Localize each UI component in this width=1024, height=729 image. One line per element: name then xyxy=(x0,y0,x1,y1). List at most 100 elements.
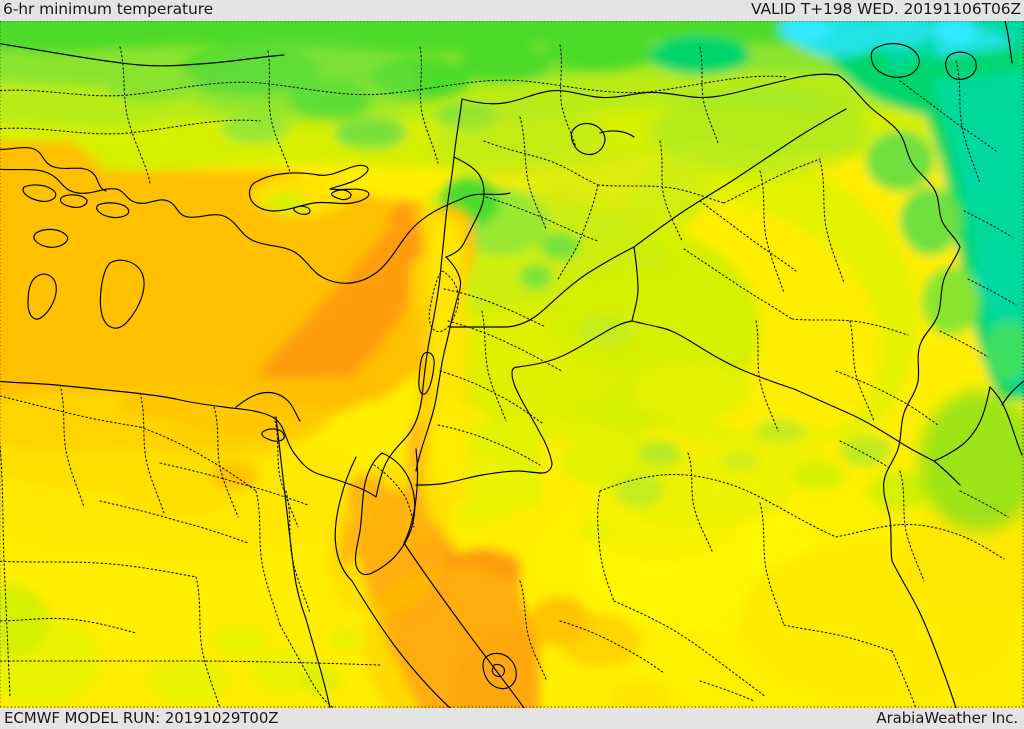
admin-turkey-1 xyxy=(0,81,393,97)
admin-iraq-5 xyxy=(791,318,909,336)
admin-iraq-6 xyxy=(755,320,779,432)
admin-iran-3 xyxy=(963,210,1013,238)
island-rhodes xyxy=(27,273,57,320)
admin-jordan-3 xyxy=(481,310,507,422)
admin-turkey-6 xyxy=(559,44,577,148)
coastline-levant xyxy=(375,98,463,498)
admin-syria-2 xyxy=(597,184,725,204)
lake-urmia xyxy=(945,51,977,80)
admin-jordan-5 xyxy=(437,424,541,466)
border-egypt-libya xyxy=(0,439,11,698)
admin-iraq-4 xyxy=(683,248,793,320)
admin-saudi-9 xyxy=(899,470,925,582)
admin-saudi-3 xyxy=(597,490,615,602)
map-outlines xyxy=(0,21,1024,708)
admin-egypt-1 xyxy=(0,395,141,428)
admin-egypt-7 xyxy=(159,462,309,506)
admin-saudi-7 xyxy=(891,650,917,708)
admin-saudi-8 xyxy=(687,452,713,552)
sinai-peninsula xyxy=(354,452,416,576)
admin-syria-3 xyxy=(519,116,547,230)
dead-sea xyxy=(418,351,435,395)
admin-saudi-11 xyxy=(519,580,547,680)
admin-egypt-8 xyxy=(99,500,249,544)
coastline-red-sea-west xyxy=(351,580,451,708)
admin-egypt-5 xyxy=(213,406,239,518)
admin-turkey-5 xyxy=(419,46,439,164)
admin-syria-6 xyxy=(659,140,683,242)
border-iraq-iran xyxy=(883,246,961,562)
admin-saudi-1 xyxy=(599,473,837,538)
border-turkey-syria xyxy=(461,73,839,105)
admin-saudi-6 xyxy=(783,624,893,652)
temperature-detail-layer xyxy=(180,41,1024,531)
admin-turkey-3 xyxy=(119,46,151,184)
island-aegean-1 xyxy=(22,184,57,202)
red-sea-east-bay-detail xyxy=(491,663,505,678)
admin-egypt-13 xyxy=(0,617,137,634)
admin-jordan-4 xyxy=(439,370,543,424)
admin-sinai xyxy=(373,464,415,528)
admin-egypt-nile-valley xyxy=(285,490,311,614)
admin-iran-4 xyxy=(967,278,1017,306)
admin-egypt-9 xyxy=(0,560,197,578)
island-karpathos xyxy=(99,259,145,329)
admin-saudi-10 xyxy=(559,620,665,674)
admin-egypt-3 xyxy=(59,384,85,508)
temperature-heatmap[interactable] xyxy=(0,21,1024,708)
coastline-black-sea xyxy=(0,43,285,67)
footer-bar: ECMWF MODEL RUN: 20191029T00Z ArabiaWeat… xyxy=(0,708,1024,729)
island-aegean-3 xyxy=(96,202,130,219)
map-viewport[interactable] xyxy=(0,21,1024,708)
admin-egypt-11 xyxy=(279,624,335,708)
island-aegean-2 xyxy=(59,194,88,208)
admin-iraq-2 xyxy=(759,170,785,294)
valid-time-label: VALID T+198 WED. 20191106T06Z xyxy=(751,0,1021,18)
border-saudi-iraq xyxy=(793,388,935,462)
shatt-al-arab xyxy=(933,460,961,486)
admin-saudi-4 xyxy=(613,600,767,698)
coastline-turkey-south xyxy=(0,168,511,284)
cyprus-detail-2 xyxy=(293,205,311,215)
admin-saudi-2 xyxy=(835,523,1005,560)
border-turkey-iraq-iran xyxy=(837,74,961,248)
admin-turkey-2 xyxy=(391,75,789,94)
border-kuwait xyxy=(933,386,991,462)
provider-credit-label: ArabiaWeather Inc. xyxy=(876,709,1018,727)
admin-saudi-5 xyxy=(759,502,785,626)
admin-iraq-1 xyxy=(699,200,797,272)
coastline-gulf-iran xyxy=(1001,380,1024,406)
admin-turkey-8 xyxy=(0,119,261,135)
border-egypt-sudan xyxy=(0,660,381,666)
admin-iran-5 xyxy=(939,330,989,358)
coastline-egypt-north xyxy=(0,380,377,498)
admin-egypt-10 xyxy=(255,490,281,626)
admin-syria-4 xyxy=(557,184,599,280)
admin-saudi-14 xyxy=(839,440,889,468)
cyprus-detail-1 xyxy=(330,189,352,201)
border-israel xyxy=(445,256,462,328)
admin-egypt-4 xyxy=(139,392,165,514)
admin-iraq-7 xyxy=(849,320,875,422)
border-iraq-iran-south xyxy=(891,560,957,708)
border-west-bank xyxy=(428,270,460,332)
red-sea-east-bay xyxy=(482,652,517,690)
border-jordan-saudi-1 xyxy=(631,320,795,390)
coastline-caspian xyxy=(1004,21,1013,64)
coastline-red-sea-east xyxy=(403,542,525,708)
island-crete xyxy=(33,228,69,248)
admin-syria-5 xyxy=(485,196,599,242)
nile-river xyxy=(275,416,307,620)
lake-assad xyxy=(570,122,606,156)
model-run-label: ECMWF MODEL RUN: 20191029T00Z xyxy=(4,709,279,727)
header-bar: 6-hr minimum temperature VALID T+198 WED… xyxy=(0,0,1024,21)
nile-delta-coast xyxy=(235,391,301,422)
admin-turkey-7 xyxy=(699,46,719,144)
border-jordan-saudi-2 xyxy=(415,320,633,486)
admin-iran-2 xyxy=(955,60,981,184)
border-israel-jordan xyxy=(415,326,451,472)
admin-egypt-12 xyxy=(195,576,221,708)
admin-saudi-12 xyxy=(699,680,755,702)
border-jordan-iraq xyxy=(631,246,639,322)
